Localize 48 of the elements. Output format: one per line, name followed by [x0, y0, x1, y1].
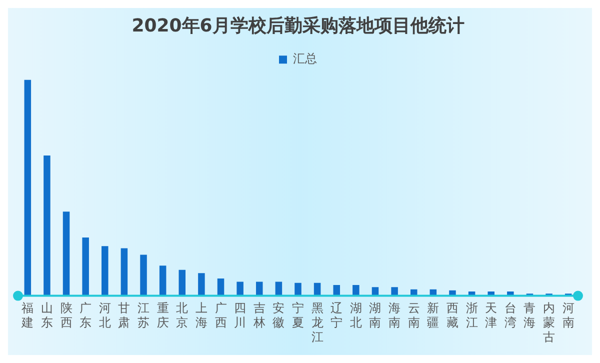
x-tick-label: 天津 — [485, 301, 498, 330]
x-tick-label: 广东 — [80, 301, 92, 330]
bar — [140, 254, 147, 296]
bar — [198, 273, 205, 296]
x-tick-label: 云南 — [408, 301, 420, 330]
x-tick-label: 安徽 — [272, 301, 285, 330]
x-tick-label: 广西 — [214, 301, 227, 330]
bar — [391, 287, 398, 296]
x-tick-label: 四川 — [234, 301, 246, 330]
x-tick-label: 上海 — [195, 301, 208, 330]
x-tick-label: 陕西 — [60, 301, 72, 330]
bar — [24, 80, 32, 296]
x-tick-label: 青海 — [524, 301, 536, 330]
x-tick-label: 吉林 — [252, 301, 266, 330]
x-tick-label: 山东 — [40, 301, 53, 330]
x-tick-label: 河北 — [98, 301, 111, 330]
bar — [62, 212, 70, 296]
bar — [256, 282, 263, 296]
bar — [44, 155, 50, 296]
bar — [352, 285, 360, 296]
x-tick-label: 内蒙古 — [543, 301, 556, 344]
bar — [217, 278, 224, 296]
x-tick-label: 江苏 — [138, 301, 150, 330]
bar — [120, 248, 128, 296]
bar — [159, 266, 166, 296]
bar — [294, 282, 302, 296]
x-tick-label: 湖南 — [369, 301, 382, 330]
x-tick-label: 黑龙江 — [311, 301, 324, 344]
legend-label: 汇总 — [293, 52, 317, 66]
bar — [102, 246, 108, 296]
x-tick-label: 北京 — [176, 301, 188, 330]
x-tick-label: 海南 — [388, 301, 401, 330]
x-tick-label: 浙江 — [466, 301, 478, 330]
x-tick-label: 福建 — [20, 301, 34, 330]
bar — [178, 270, 186, 296]
bar — [333, 285, 340, 296]
bar — [82, 238, 89, 296]
x-tick-label: 重庆 — [156, 301, 169, 330]
x-tick-label: 辽宁 — [330, 301, 343, 330]
bar — [236, 282, 244, 296]
chart-title: 2020年6月学校后勤采购落地项目他统计 — [132, 15, 464, 36]
x-tick-label: 河南 — [562, 301, 574, 330]
x-tick-label: 宁夏 — [292, 301, 304, 330]
x-tick-label: 台湾 — [504, 301, 516, 330]
x-tick-label: 湖北 — [350, 301, 362, 330]
x-tick-label: 新疆 — [427, 301, 440, 330]
x-tick-label: 西藏 — [446, 301, 458, 330]
x-tick-label: 甘肃 — [118, 301, 130, 330]
